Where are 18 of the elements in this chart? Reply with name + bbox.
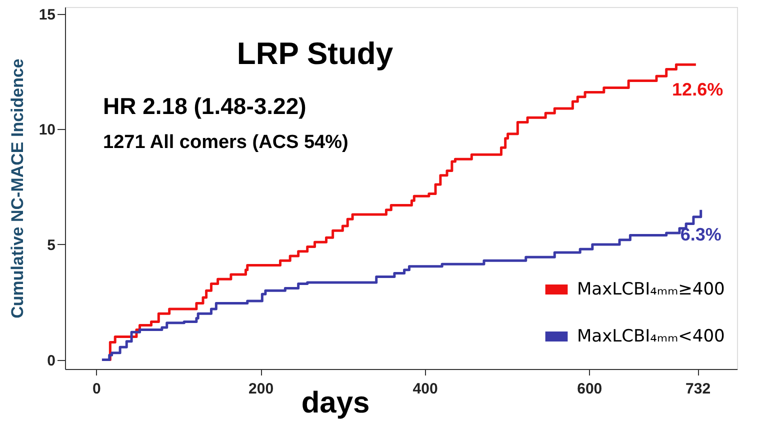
text: LRP Study <box>236 36 394 71</box>
x-tick-label: 600 <box>577 380 602 398</box>
x-tick-label: 400 <box>412 380 438 398</box>
y-tick-label: 5 <box>47 236 56 254</box>
annotation: 6.3% <box>680 224 722 245</box>
x-tick-label: 0 <box>92 380 101 398</box>
y-tick-label: 0 <box>47 352 56 370</box>
annotation: 12.6% <box>672 79 724 100</box>
legend-label: MaxLCBI₄ₘₘ≥400 <box>577 280 725 300</box>
y-tick-label: 15 <box>38 6 56 24</box>
y-tick-label: 10 <box>38 122 56 139</box>
legend-label: MaxLCBI₄ₘₘ<400 <box>577 326 725 346</box>
y-axis-title: Cumulative NC-MACE Incidence <box>8 58 27 318</box>
annotation: 1271 All comers (ACS 54%) <box>103 132 348 153</box>
annotation: HR 2.18 (1.48-3.22) <box>103 93 306 119</box>
x-axis-title: days <box>301 386 370 420</box>
x-tick-label: 200 <box>248 380 274 398</box>
x-tick-label: 732 <box>686 380 711 398</box>
